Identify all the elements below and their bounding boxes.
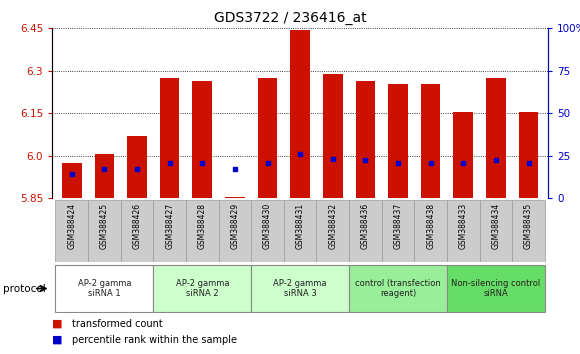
Text: AP-2 gamma
siRNA 3: AP-2 gamma siRNA 3 bbox=[273, 279, 327, 298]
Text: GSM388430: GSM388430 bbox=[263, 203, 272, 249]
Bar bbox=[349, 200, 382, 262]
Bar bbox=[447, 265, 545, 312]
Text: protocol: protocol bbox=[3, 284, 46, 293]
Bar bbox=[284, 200, 317, 262]
Text: GSM388437: GSM388437 bbox=[393, 203, 403, 249]
Bar bbox=[127, 136, 147, 198]
Text: GSM388436: GSM388436 bbox=[361, 203, 370, 249]
Text: ■: ■ bbox=[52, 319, 63, 329]
Text: percentile rank within the sample: percentile rank within the sample bbox=[72, 335, 237, 345]
Bar bbox=[382, 200, 414, 262]
Bar bbox=[480, 200, 512, 262]
Text: GSM388427: GSM388427 bbox=[165, 203, 174, 249]
Text: GSM388434: GSM388434 bbox=[491, 203, 501, 249]
Bar bbox=[219, 200, 251, 262]
Bar bbox=[153, 265, 251, 312]
Text: GSM388433: GSM388433 bbox=[459, 203, 468, 249]
Text: GSM388431: GSM388431 bbox=[296, 203, 304, 249]
Bar bbox=[317, 200, 349, 262]
Text: ■: ■ bbox=[52, 335, 63, 345]
Text: AP-2 gamma
siRNA 2: AP-2 gamma siRNA 2 bbox=[176, 279, 229, 298]
Text: GSM388438: GSM388438 bbox=[426, 203, 435, 249]
Bar bbox=[258, 78, 277, 198]
Text: Non-silencing control
siRNA: Non-silencing control siRNA bbox=[451, 279, 541, 298]
Bar bbox=[414, 200, 447, 262]
Text: transformed count: transformed count bbox=[72, 319, 163, 329]
Bar bbox=[251, 265, 349, 312]
Bar bbox=[421, 84, 440, 198]
Text: GSM388435: GSM388435 bbox=[524, 203, 533, 249]
Bar bbox=[225, 197, 245, 198]
Text: GSM388424: GSM388424 bbox=[67, 203, 77, 249]
Text: control (transfection
reagent): control (transfection reagent) bbox=[355, 279, 441, 298]
Bar bbox=[56, 265, 153, 312]
Bar bbox=[160, 78, 179, 198]
Bar bbox=[323, 74, 343, 198]
Text: AP-2 gamma
siRNA 1: AP-2 gamma siRNA 1 bbox=[78, 279, 131, 298]
Bar bbox=[153, 200, 186, 262]
Bar bbox=[186, 200, 219, 262]
Text: GSM388425: GSM388425 bbox=[100, 203, 109, 249]
Bar bbox=[95, 154, 114, 198]
Bar bbox=[454, 112, 473, 198]
Text: GSM388426: GSM388426 bbox=[132, 203, 142, 249]
Bar bbox=[193, 81, 212, 198]
Text: GSM388428: GSM388428 bbox=[198, 203, 207, 249]
Bar bbox=[88, 200, 121, 262]
Bar bbox=[291, 30, 310, 198]
Bar bbox=[519, 112, 538, 198]
Bar bbox=[121, 200, 153, 262]
Bar bbox=[56, 200, 88, 262]
Bar bbox=[62, 163, 82, 198]
Bar bbox=[388, 84, 408, 198]
Bar bbox=[447, 200, 480, 262]
Bar bbox=[512, 200, 545, 262]
Bar bbox=[251, 200, 284, 262]
Bar bbox=[486, 78, 506, 198]
Bar bbox=[349, 265, 447, 312]
Bar bbox=[356, 81, 375, 198]
Text: GDS3722 / 236416_at: GDS3722 / 236416_at bbox=[213, 11, 367, 25]
Text: GSM388429: GSM388429 bbox=[230, 203, 240, 249]
Text: GSM388432: GSM388432 bbox=[328, 203, 338, 249]
